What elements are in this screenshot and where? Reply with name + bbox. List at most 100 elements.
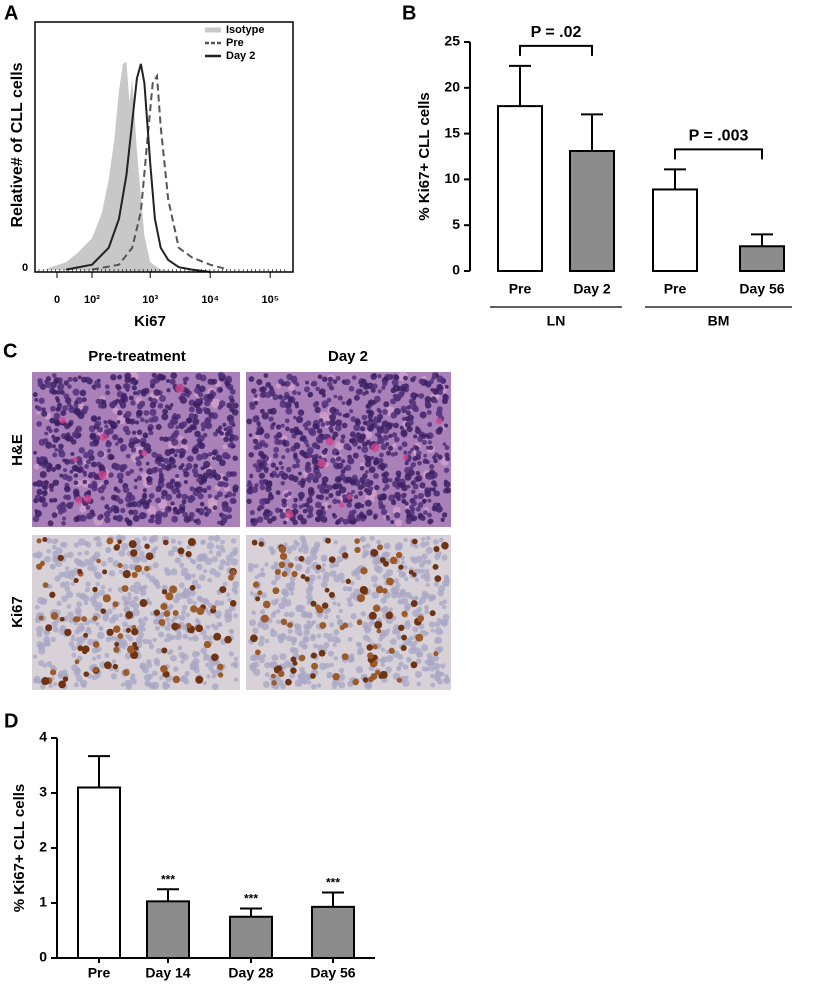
nucleus xyxy=(77,375,82,380)
nucleus xyxy=(401,572,407,578)
nucleus xyxy=(103,479,109,486)
nucleus xyxy=(196,564,201,569)
nucleus xyxy=(285,466,292,473)
y-tick-label: 0 xyxy=(452,262,460,278)
nucleus xyxy=(413,647,422,656)
nucleus xyxy=(361,378,367,385)
nucleus xyxy=(122,425,130,433)
nucleus xyxy=(228,419,235,426)
nucleus xyxy=(172,412,177,418)
nucleus xyxy=(94,420,102,427)
nucleus xyxy=(51,544,57,550)
nucleus xyxy=(49,498,54,503)
nucleus xyxy=(261,412,269,420)
ki67-positive xyxy=(117,633,124,639)
nucleus xyxy=(149,517,155,524)
ki67-positive xyxy=(356,594,365,603)
nucleus xyxy=(300,670,307,678)
ki67-positive xyxy=(171,622,179,631)
nucleus xyxy=(348,514,356,521)
ki67-positive xyxy=(96,558,102,564)
nucleus xyxy=(97,416,102,421)
nucleus xyxy=(400,405,408,413)
nucleus xyxy=(32,552,38,558)
nucleus xyxy=(93,551,101,559)
nucleus xyxy=(405,591,412,599)
nucleus xyxy=(83,452,90,459)
ki67-positive xyxy=(411,538,418,545)
nucleus xyxy=(216,621,222,628)
nucleus xyxy=(110,374,117,381)
stroma xyxy=(33,463,40,470)
nucleus xyxy=(117,498,124,505)
nucleus xyxy=(81,683,87,688)
nucleus xyxy=(252,463,258,468)
nucleus xyxy=(219,559,227,566)
nucleus xyxy=(355,575,361,580)
nucleus xyxy=(214,610,222,618)
nucleus xyxy=(201,452,209,460)
nucleus xyxy=(97,426,104,433)
nucleus xyxy=(170,501,175,506)
nucleus xyxy=(128,441,135,449)
nucleus xyxy=(356,650,362,656)
nucleus xyxy=(337,456,342,461)
ki67-positive xyxy=(315,564,322,570)
nucleus xyxy=(373,515,378,520)
panel-letter: B xyxy=(402,2,416,24)
nucleus xyxy=(215,454,223,462)
nucleus xyxy=(347,457,354,464)
nucleus xyxy=(361,621,369,629)
nucleus xyxy=(181,499,187,505)
nucleus xyxy=(378,636,384,642)
ki67-positive xyxy=(379,557,386,563)
nucleus xyxy=(130,400,136,406)
ki67-positive xyxy=(161,589,168,595)
nucleus xyxy=(268,388,275,395)
nucleus xyxy=(132,391,137,396)
nucleus xyxy=(106,608,113,615)
nucleus xyxy=(136,409,143,416)
nucleus xyxy=(304,502,310,508)
ki67-positive xyxy=(224,635,232,644)
nucleus xyxy=(292,519,298,526)
nucleus xyxy=(145,572,151,579)
ki67-positive xyxy=(113,646,120,653)
x-tick-label: Day 56 xyxy=(739,281,784,297)
nucleus xyxy=(159,675,164,680)
nucleus xyxy=(359,433,367,440)
nucleus xyxy=(67,376,73,382)
nucleus xyxy=(365,456,370,461)
vessel xyxy=(141,450,148,457)
nucleus xyxy=(233,677,238,682)
nucleus xyxy=(58,450,66,458)
nucleus xyxy=(442,393,448,400)
nucleus xyxy=(51,512,58,519)
ki67-positive xyxy=(260,614,269,623)
nucleus xyxy=(315,501,322,509)
bar xyxy=(569,150,615,272)
ki67-positive xyxy=(62,676,69,682)
nucleus xyxy=(319,662,327,671)
nucleus xyxy=(168,603,174,610)
nucleus xyxy=(70,637,75,642)
vessel xyxy=(339,501,345,508)
nucleus xyxy=(398,661,404,667)
nucleus xyxy=(353,394,360,401)
nucleus xyxy=(103,420,108,424)
ki67-positive xyxy=(73,577,79,584)
nucleus xyxy=(372,473,379,479)
nucleus xyxy=(444,445,450,450)
nucleus xyxy=(274,438,281,445)
ki67-positive xyxy=(252,581,260,588)
ki67-positive xyxy=(125,611,134,619)
nucleus xyxy=(198,480,204,486)
nucleus xyxy=(356,642,362,648)
nucleus xyxy=(392,480,400,488)
nucleus xyxy=(188,636,193,641)
vessel xyxy=(72,456,78,462)
nucleus xyxy=(291,390,297,396)
ki67-positive xyxy=(172,675,181,684)
ki67-positive xyxy=(130,549,138,557)
